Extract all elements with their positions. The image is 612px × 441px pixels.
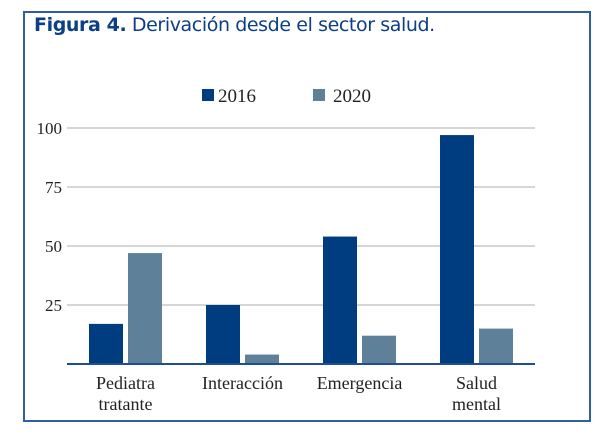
x-tick-label-pediatra-tratante-line2: tratante xyxy=(99,394,153,414)
bars xyxy=(89,135,513,364)
y-tick-label-100: 100 xyxy=(37,119,63,138)
x-tick-label-interacción: Interacción xyxy=(202,373,283,393)
legend-swatch-2020 xyxy=(313,89,325,101)
y-tick-label-25: 25 xyxy=(45,296,62,315)
bar-2016-pediatra-tratante xyxy=(89,323,123,364)
y-axis-ticks: 25 50 75 100 xyxy=(37,119,63,315)
bar-2020-emergencia xyxy=(362,335,396,364)
bar-2020-salud-mental xyxy=(479,328,513,364)
figure-caption: Derivación desde el sector salud. xyxy=(131,14,435,36)
bar-2020-interacción xyxy=(245,354,279,364)
x-tick-label-pediatra-tratante-line1: Pediatra xyxy=(96,373,155,393)
legend-swatch-2016 xyxy=(202,89,214,101)
bar-2020-pediatra-tratante xyxy=(128,253,162,364)
y-tick-label-50: 50 xyxy=(45,237,62,256)
bar-2016-emergencia xyxy=(323,236,357,364)
x-tick-label-salud-mental-line1: Salud xyxy=(456,373,497,393)
legend: 2016 2020 xyxy=(202,86,371,107)
y-tick-label-75: 75 xyxy=(45,178,62,197)
x-tick-label-salud-mental-line2: mental xyxy=(452,394,501,414)
bar-2016-interacción xyxy=(206,305,240,364)
x-tick-label-emergencia: Emergencia xyxy=(317,373,403,393)
bar-2016-salud-mental xyxy=(440,135,474,364)
legend-label-2020: 2020 xyxy=(333,86,371,107)
figure-title: Figura 4. Derivación desde el sector sal… xyxy=(34,14,435,36)
figure-label: Figura 4. xyxy=(34,14,127,36)
legend-label-2016: 2016 xyxy=(218,86,256,107)
